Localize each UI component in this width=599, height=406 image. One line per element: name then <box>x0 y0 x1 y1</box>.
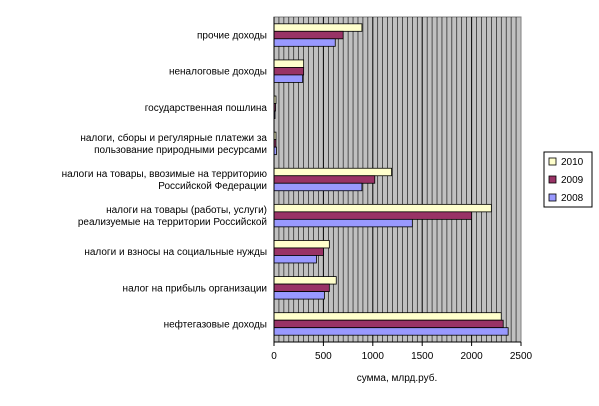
bar <box>273 203 492 213</box>
x-axis-ticks: 0 500 1000 1500 2000 2500 <box>271 17 533 362</box>
category-label: прочие доходы <box>197 31 267 42</box>
tick-label: 2000 <box>460 351 483 362</box>
bar <box>273 23 363 32</box>
bar <box>273 319 504 329</box>
category-label: Российской Федерации <box>158 181 267 192</box>
category-label: реализуемые на территории Российской <box>78 217 267 228</box>
legend-swatch <box>548 193 557 202</box>
bar <box>273 74 304 83</box>
bar <box>273 247 324 256</box>
category-label: налоги и взносы на социальные нужды <box>84 247 267 258</box>
category-label: налоги на товары (работы, услуги) <box>106 204 267 216</box>
legend-label: 2009 <box>561 175 584 186</box>
tick-label: 1000 <box>362 351 385 362</box>
legend-label: 2010 <box>561 157 584 168</box>
category-label: налог на прибыль организации <box>123 282 267 294</box>
tick-label: 2500 <box>510 351 533 362</box>
category-labels: прочие доходы неналоговые доходы государст… <box>62 31 268 331</box>
bar <box>273 38 336 47</box>
category-label: нефтегазовые доходы <box>164 318 267 330</box>
bar <box>273 283 330 292</box>
category-label: неналоговые доходы <box>169 67 267 78</box>
category-label: налоги, сборы и регулярные платежи за <box>80 132 267 144</box>
bar <box>273 240 330 249</box>
category-label: пользование природными ресурсами <box>94 145 267 156</box>
legend-label: 2008 <box>561 193 584 204</box>
category-label: государственная пошлина <box>145 103 268 114</box>
bar <box>273 218 413 228</box>
bar <box>273 30 344 40</box>
category-label: налоги на товары, ввозимые на территорию <box>62 169 268 180</box>
bar <box>273 327 509 336</box>
bar <box>273 276 337 285</box>
tick-label: 0 <box>271 351 277 362</box>
x-axis-title: сумма, млрд.руб. <box>357 372 437 384</box>
bar <box>273 291 325 300</box>
tick-label: 500 <box>315 351 332 362</box>
bar <box>273 182 363 192</box>
bar <box>273 59 305 68</box>
legend: 2010 2009 2008 <box>543 151 593 208</box>
bar <box>273 167 392 177</box>
legend-swatch <box>548 157 557 166</box>
tick-label: 1500 <box>411 351 434 362</box>
bar <box>273 67 305 76</box>
legend-swatch <box>548 175 557 184</box>
bar <box>273 175 376 184</box>
bar <box>273 255 317 264</box>
bar <box>273 312 502 321</box>
bars <box>273 23 509 336</box>
bar <box>273 211 473 220</box>
